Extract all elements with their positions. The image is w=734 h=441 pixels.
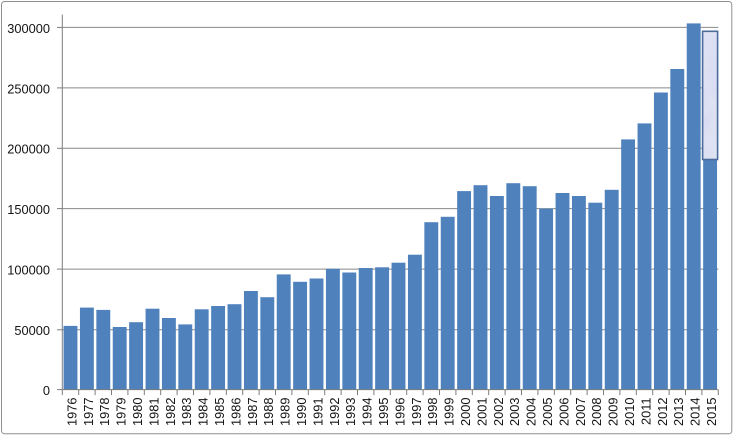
svg-text:2002: 2002 <box>491 398 506 426</box>
svg-text:2005: 2005 <box>540 398 555 426</box>
svg-text:2013: 2013 <box>671 398 686 426</box>
svg-text:1981: 1981 <box>146 398 161 426</box>
svg-text:1987: 1987 <box>245 398 260 426</box>
svg-text:2009: 2009 <box>606 398 621 426</box>
svg-text:1979: 1979 <box>114 398 129 426</box>
svg-text:1990: 1990 <box>294 398 309 426</box>
svg-text:2014: 2014 <box>688 398 703 426</box>
svg-text:1996: 1996 <box>392 398 407 426</box>
svg-text:2015: 2015 <box>704 398 719 426</box>
svg-text:1991: 1991 <box>310 398 325 426</box>
svg-text:1986: 1986 <box>228 398 243 426</box>
svg-text:2006: 2006 <box>556 398 571 426</box>
svg-text:2004: 2004 <box>524 398 539 426</box>
svg-text:1980: 1980 <box>130 398 145 426</box>
svg-text:1997: 1997 <box>409 398 424 426</box>
svg-text:250000: 250000 <box>7 81 50 96</box>
svg-text:0: 0 <box>43 383 50 398</box>
svg-text:2001: 2001 <box>474 398 489 426</box>
svg-text:2011: 2011 <box>638 398 653 426</box>
svg-text:1983: 1983 <box>179 398 194 426</box>
svg-text:2007: 2007 <box>573 398 588 426</box>
svg-text:1992: 1992 <box>327 398 342 426</box>
svg-text:1999: 1999 <box>442 398 457 426</box>
svg-text:1995: 1995 <box>376 398 391 426</box>
svg-text:1976: 1976 <box>64 398 79 426</box>
svg-text:1977: 1977 <box>81 398 96 426</box>
svg-text:1994: 1994 <box>360 398 375 426</box>
svg-text:2000: 2000 <box>458 398 473 426</box>
svg-text:1985: 1985 <box>212 398 227 426</box>
svg-text:2012: 2012 <box>655 398 670 426</box>
svg-text:50000: 50000 <box>14 323 50 338</box>
svg-text:1989: 1989 <box>278 398 293 426</box>
svg-text:2008: 2008 <box>589 398 604 426</box>
svg-text:2003: 2003 <box>507 398 522 426</box>
svg-text:300000: 300000 <box>7 21 50 36</box>
svg-text:1993: 1993 <box>343 398 358 426</box>
svg-text:200000: 200000 <box>7 142 50 157</box>
svg-text:1984: 1984 <box>196 398 211 426</box>
svg-text:1978: 1978 <box>97 398 112 426</box>
svg-text:100000: 100000 <box>7 263 50 278</box>
svg-text:2010: 2010 <box>622 398 637 426</box>
svg-text:1982: 1982 <box>163 398 178 426</box>
svg-text:150000: 150000 <box>7 202 50 217</box>
svg-text:1998: 1998 <box>425 398 440 426</box>
svg-text:1988: 1988 <box>261 398 276 426</box>
